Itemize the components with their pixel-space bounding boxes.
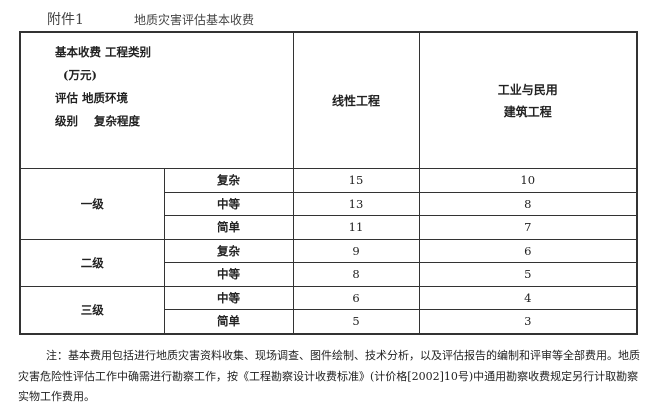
level-cell: 三级	[19, 285, 165, 334]
linear-fee-cell: 13	[292, 191, 420, 216]
table-row: 中等 8 5	[20, 262, 638, 287]
table-row: 三级 中等 6 4	[19, 285, 638, 334]
complexity-cell: 中等	[163, 285, 294, 310]
table-row: 二级 复杂 9 6	[19, 238, 638, 287]
complexity-cell: 简单	[163, 215, 294, 240]
level-cell: 二级	[19, 238, 165, 287]
building-fee-cell: 5	[418, 262, 638, 287]
linear-fee-cell: 5	[292, 309, 420, 334]
complexity-cell: 复杂	[163, 238, 294, 263]
linear-fee-cell: 8	[292, 262, 420, 287]
complexity-cell: 简单	[163, 309, 294, 334]
corner-line: 基本收费 工程类别	[55, 45, 152, 59]
column-header: 工业与民用 建筑工程	[418, 31, 638, 169]
corner-line: 级别 复杂程度	[55, 114, 141, 128]
header-row: 基本收费 工程类别 (万元) 评估 地质环境 级别 复杂程度 线性工程 工业与民用 建筑…	[19, 31, 638, 169]
table-row: 简单 5 3	[20, 309, 638, 334]
linear-fee-cell: 15	[292, 168, 420, 193]
level-cell: 一级	[19, 168, 165, 240]
attachment-label: 附件1	[47, 12, 84, 28]
linear-fee-cell: 11	[292, 215, 420, 240]
linear-fee-cell: 9	[292, 238, 420, 263]
building-fee-cell: 8	[418, 191, 638, 216]
footnote: 注：基本费用包括进行地质灾害资料收集、现场调查、图件绘制、技术分析，以及评估报告…	[18, 349, 640, 403]
corner-header-cell: 基本收费 工程类别 (万元) 评估 地质环境 级别 复杂程度	[19, 31, 294, 169]
page-title: 地质灾害评估基本收费	[134, 13, 255, 27]
fee-table: 基本收费 工程类别 (万元) 评估 地质环境 级别 复杂程度 线性工程 工业与民用 建筑…	[19, 31, 638, 335]
corner-line: (万元)	[55, 68, 97, 82]
complexity-cell: 中等	[163, 262, 294, 287]
header: 附件1 地质灾害评估基本收费	[47, 9, 254, 29]
table-row: 一级 复杂 15 10	[19, 168, 638, 240]
building-fee-cell: 6	[418, 238, 638, 263]
complexity-cell: 中等	[163, 191, 294, 216]
building-fee-cell: 7	[418, 215, 638, 240]
building-fee-cell: 3	[418, 309, 638, 334]
column-header: 线性工程	[292, 31, 420, 169]
building-fee-cell: 4	[418, 285, 638, 310]
building-fee-cell: 10	[418, 168, 638, 193]
linear-fee-cell: 6	[292, 285, 420, 310]
complexity-cell: 复杂	[163, 168, 294, 193]
corner-line: 评估 地质环境	[55, 91, 129, 105]
